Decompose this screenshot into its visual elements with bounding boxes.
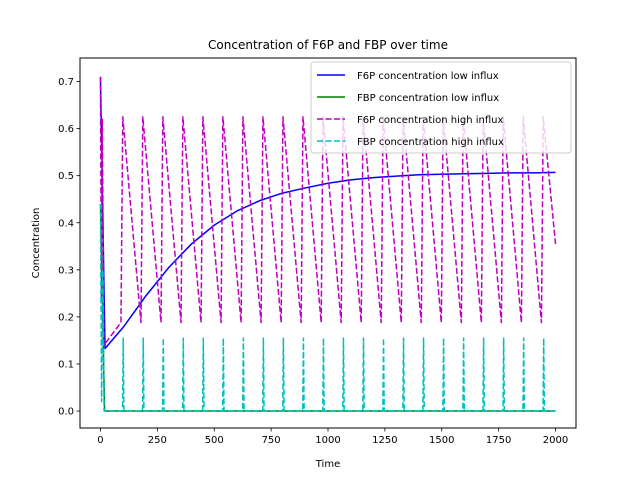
chart-title: Concentration of F6P and FBP over time xyxy=(208,38,448,52)
x-tick-label: 250 xyxy=(148,435,167,446)
plot-area xyxy=(99,76,557,412)
x-tick-label: 0 xyxy=(97,435,103,446)
series-fbp-high-line xyxy=(99,203,556,412)
x-axis-label: Time xyxy=(315,459,340,470)
plot-frame xyxy=(79,57,577,429)
x-tick-label: 1250 xyxy=(372,435,397,446)
legend-label-fbp-high: FBP concentration high influx xyxy=(357,137,504,148)
legend-box xyxy=(310,61,572,154)
y-tick-label: 0.7 xyxy=(58,77,74,88)
legend: F6P concentration low influx FBP concent… xyxy=(310,61,572,154)
legend-label-fbp-low: FBP concentration low influx xyxy=(357,93,499,104)
y-tick-label: 0.4 xyxy=(58,218,74,229)
y-tick-label: 0.2 xyxy=(58,312,74,323)
legend-label-f6p-low: F6P concentration low influx xyxy=(357,71,499,82)
x-tick-label: 1500 xyxy=(429,435,454,446)
y-tick-label: 0.1 xyxy=(58,359,74,370)
legend-label-f6p-high: F6P concentration high influx xyxy=(357,115,503,126)
y-tick-label: 0.5 xyxy=(58,171,74,182)
x-tick-label: 2000 xyxy=(543,435,568,446)
y-tick-label: 0.0 xyxy=(58,407,74,418)
x-tick-label: 1750 xyxy=(486,435,511,446)
y-tick-label: 0.6 xyxy=(58,124,74,135)
axis-ticks: 0 250 500 750 1000 1250 1500 1750 2000 0.0 0.1 0.2 0… xyxy=(58,77,568,446)
x-tick-label: 500 xyxy=(205,435,224,446)
x-tick-label: 750 xyxy=(262,435,281,446)
y-axis-label: Concentration xyxy=(31,208,42,279)
y-tick-label: 0.3 xyxy=(58,265,74,276)
x-tick-label: 1000 xyxy=(315,435,340,446)
